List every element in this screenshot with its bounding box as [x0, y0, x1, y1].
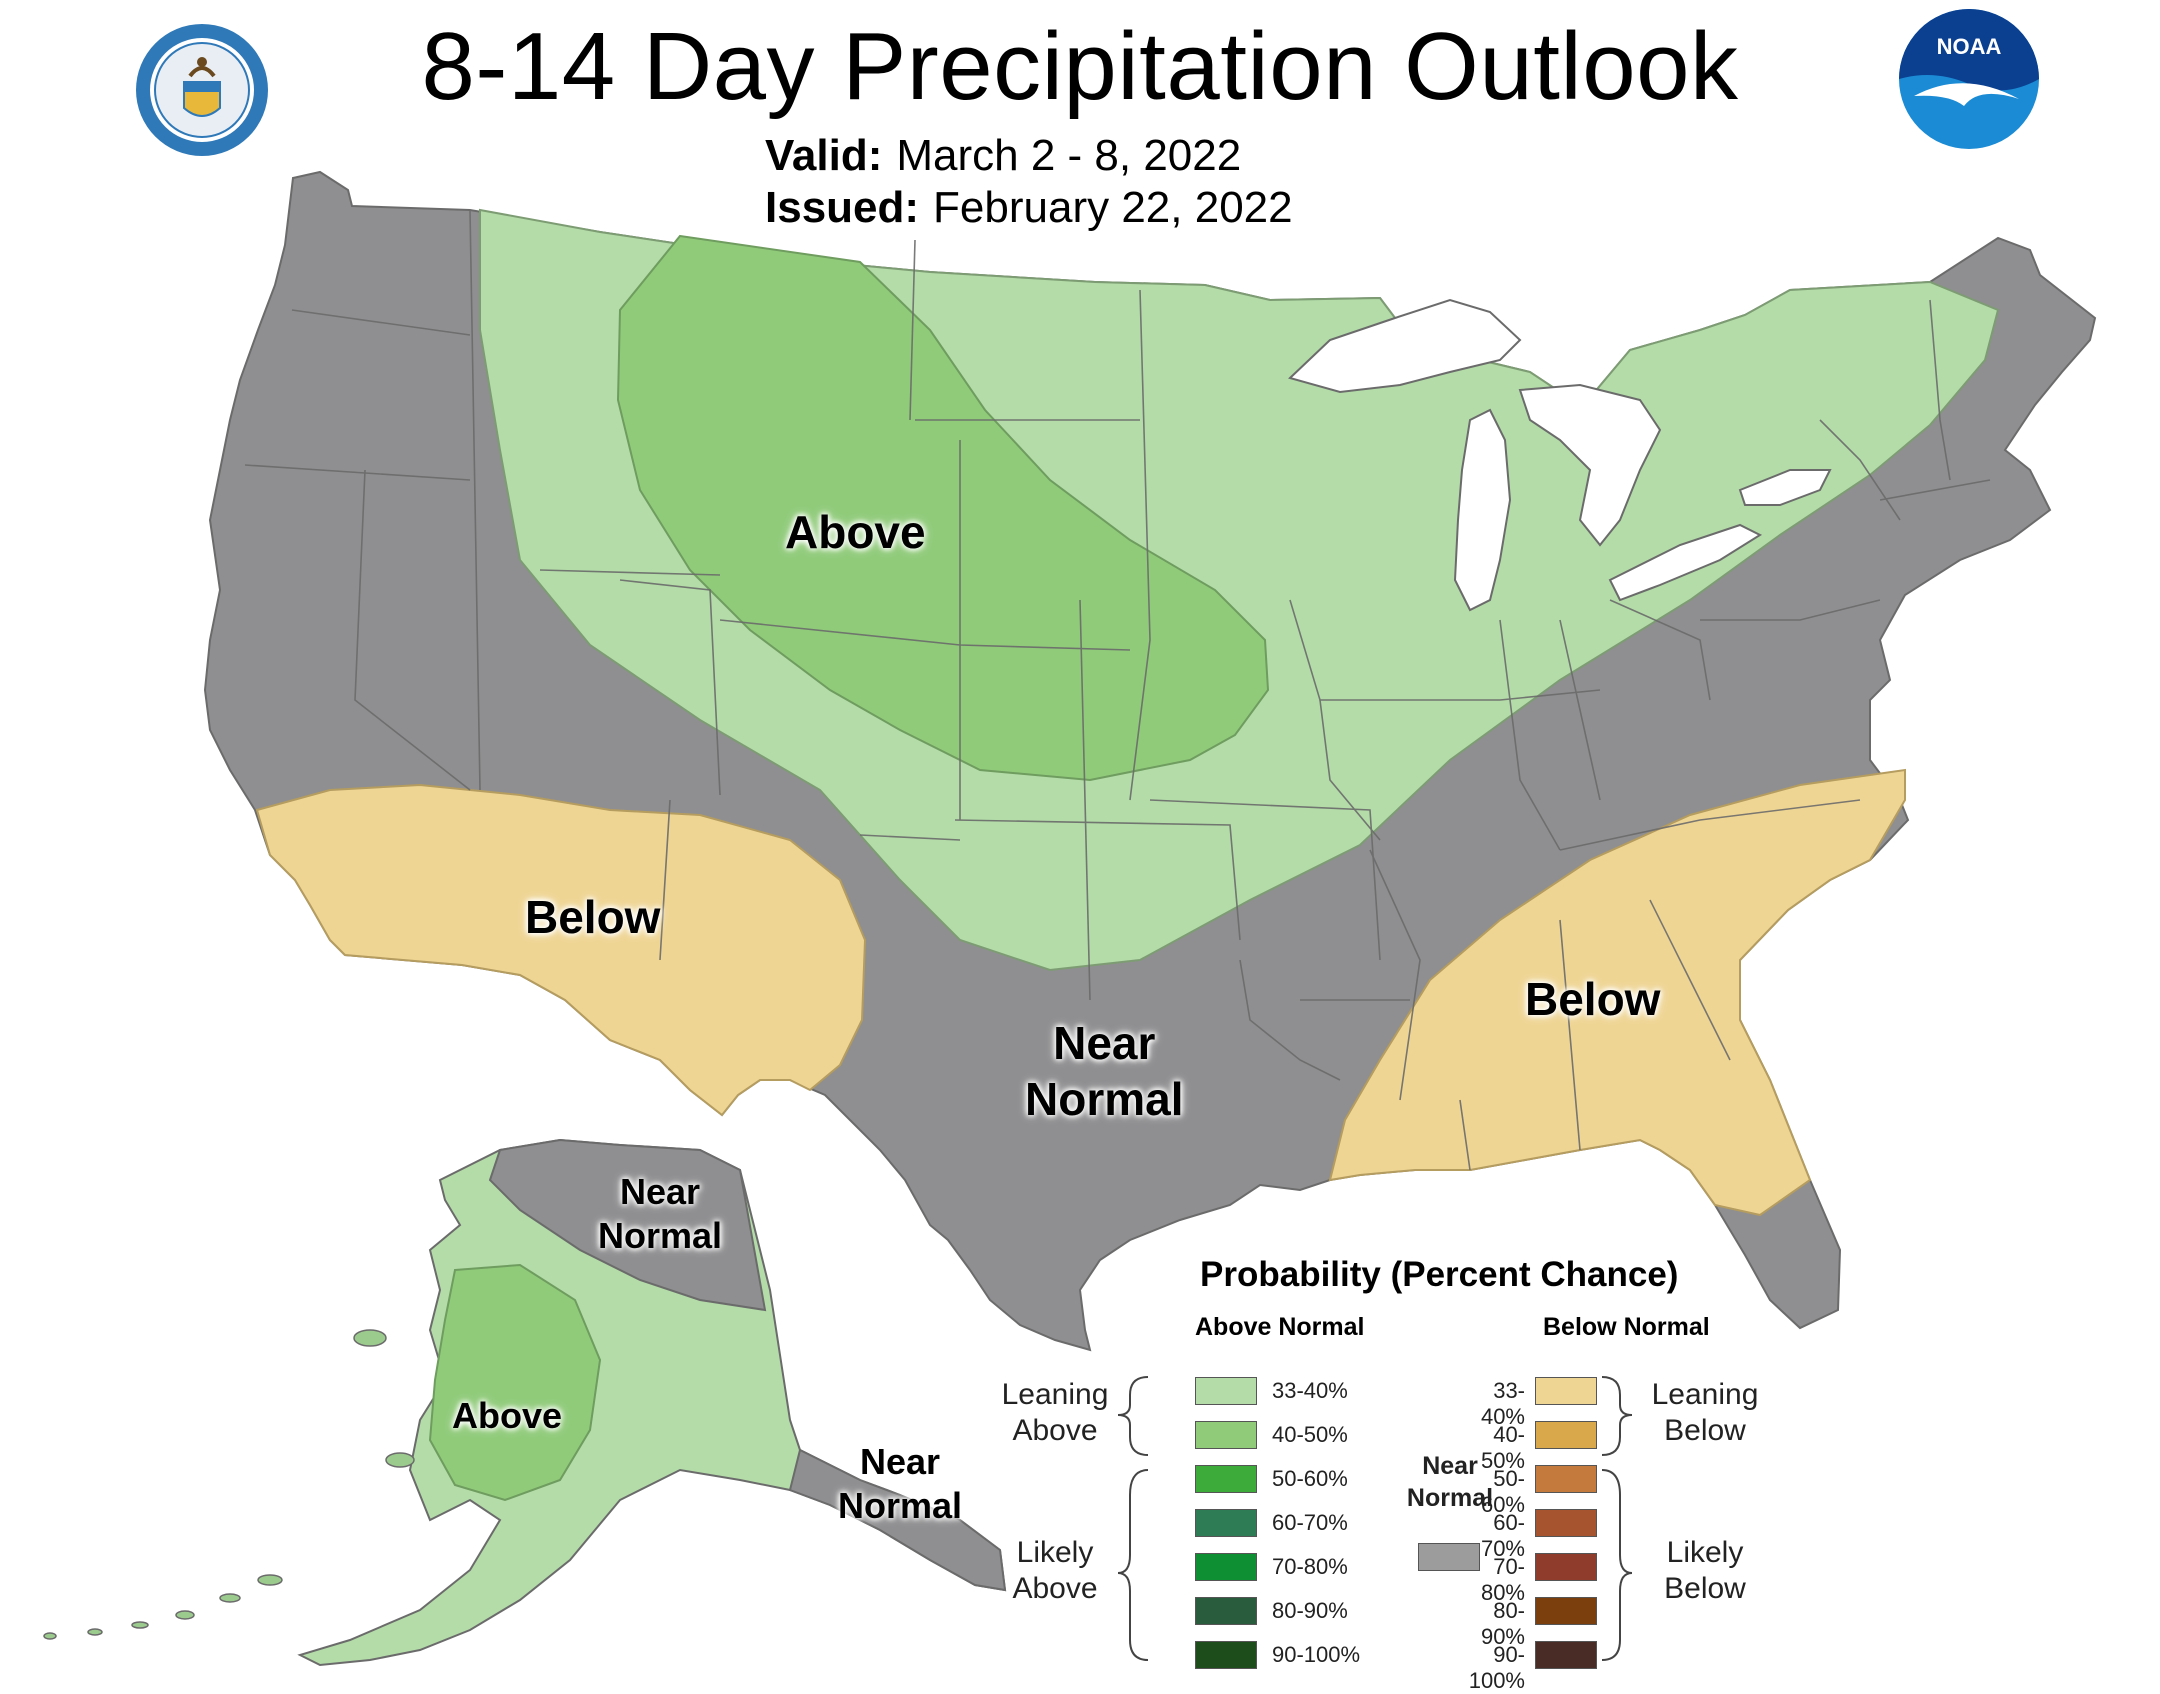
legend-likely-above-line1: Likely [1016, 1536, 1094, 1569]
department-of-commerce-seal-icon [136, 24, 268, 156]
legend-below-label-3: 60-70% [1480, 1510, 1525, 1561]
legend-below-label-4: 70-80% [1480, 1554, 1525, 1605]
legend-near-normal-swatch [1418, 1543, 1480, 1571]
legend-below-swatch-0 [1535, 1377, 1597, 1405]
legend-below-label-5: 80-90% [1480, 1598, 1525, 1649]
alaska-near-normal-north-region [488, 1138, 767, 1312]
lake-ontario [1738, 469, 1832, 506]
noaa-logo-text: NOAA [1937, 34, 2002, 59]
page-title: 8-14 Day Precipitation Outlook [421, 13, 1739, 120]
legend-above-swatch-5 [1195, 1597, 1257, 1625]
map-label-alaska-near-normal-north: Near Normal [598, 1170, 722, 1258]
legend-above-swatch-6 [1195, 1641, 1257, 1669]
legend-above-swatch-4 [1195, 1553, 1257, 1581]
legend-leaning-below-line1: Leaning [1651, 1378, 1759, 1411]
date-block: Valid: March 2 - 8, 2022 Issued: February … [765, 130, 1293, 234]
issued-line: Issued: February 22, 2022 [765, 182, 1293, 234]
map-label-below-southwest: Below [525, 891, 661, 943]
lake-superior [1288, 298, 1522, 394]
legend-leaning-below-line2: Below [1664, 1414, 1746, 1447]
legend-below-swatch-3 [1535, 1509, 1597, 1537]
issued-label: Issued: [765, 183, 920, 232]
map-label-near-normal-south: Near Normal [1025, 1015, 1183, 1127]
legend-below-swatch-1 [1535, 1421, 1597, 1449]
legend-below-heading: Below Normal [1543, 1313, 1710, 1341]
valid-line: Valid: March 2 - 8, 2022 [765, 130, 1293, 182]
issued-value: February 22, 2022 [933, 183, 1293, 232]
alaska-panhandle-near-normal-region [788, 1448, 1007, 1592]
legend-below-label-2: 50-60% [1480, 1466, 1525, 1517]
legend-near-normal-label: Near Normal [1400, 1450, 1500, 1514]
legend-leaning-above-line2: Above [1012, 1414, 1098, 1447]
map-label-alaska-near-normal-panhandle-line1: Near [859, 1441, 941, 1482]
map-label-alaska-above: Above [452, 1395, 563, 1436]
legend-below-swatch-6 [1535, 1641, 1597, 1669]
map-label-above: Above [785, 506, 926, 558]
legend-leaning-above-label: Leaning Above [1000, 1377, 1110, 1449]
legend-near-normal-line2: Normal [1406, 1484, 1494, 1512]
map-label-alaska-near-normal-panhandle: Near Normal [838, 1440, 962, 1528]
noaa-logo-icon: NOAA [1899, 9, 2039, 149]
legend-above-label-3: 60-70% [1272, 1510, 1348, 1535]
legend-below-swatch-5 [1535, 1597, 1597, 1625]
legend-above-swatch-0 [1195, 1377, 1257, 1405]
map-label-alaska-near-normal-north-line1: Near [619, 1171, 701, 1212]
legend-below-swatch-2 [1535, 1465, 1597, 1493]
legend-above-label-2: 50-60% [1272, 1466, 1348, 1491]
below-33-40-southwest-region [255, 783, 867, 1117]
legend-near-normal-line1: Near [1422, 1452, 1478, 1480]
legend-title: Probability (Percent Chance) [1200, 1255, 1679, 1294]
map-label-alaska-near-normal-panhandle-line2: Normal [838, 1485, 963, 1526]
map-label-near-normal-south-line2: Normal [1025, 1073, 1184, 1125]
legend: Probability (Percent Chance) Above Norma… [990, 1255, 1790, 1693]
legend-above-label-0: 33-40% [1272, 1378, 1348, 1403]
legend-likely-above-line2: Above [1012, 1572, 1098, 1605]
legend-above-swatch-2 [1195, 1465, 1257, 1493]
legend-above-swatch-3 [1195, 1509, 1257, 1537]
legend-above-swatch-1 [1195, 1421, 1257, 1449]
legend-likely-above-label: Likely Above [1000, 1535, 1110, 1607]
legend-above-heading: Above Normal [1195, 1313, 1365, 1341]
legend-braces [1117, 1376, 1633, 1661]
lake-huron [1518, 383, 1662, 547]
legend-leaning-below-label: Leaning Below [1640, 1377, 1770, 1449]
legend-above-label-1: 40-50% [1272, 1422, 1348, 1447]
legend-leaning-above-line1: Leaning [1001, 1378, 1109, 1411]
legend-likely-below-line1: Likely [1666, 1536, 1744, 1569]
legend-likely-below-line2: Below [1664, 1572, 1746, 1605]
below-33-40-southeast-region [1328, 768, 1906, 1217]
alaska-above-40-50-region [428, 1263, 602, 1502]
map-label-below-southeast: Below [1525, 973, 1661, 1025]
legend-above-label-5: 80-90% [1272, 1598, 1348, 1623]
state-borders [244, 209, 1991, 1171]
valid-value: March 2 - 8, 2022 [896, 131, 1242, 180]
above-40-50-region [616, 234, 1270, 782]
map-label-near-normal-south-line1: Near [1053, 1017, 1156, 1069]
legend-likely-below-label: Likely Below [1640, 1535, 1770, 1607]
legend-below-label-6: 90-100% [1468, 1642, 1525, 1693]
lake-michigan [1453, 408, 1512, 612]
legend-below-label-1: 40-50% [1480, 1422, 1525, 1473]
legend-above-label-6: 90-100% [1272, 1642, 1361, 1667]
legend-below-swatch-4 [1535, 1553, 1597, 1581]
valid-label: Valid: [765, 131, 883, 180]
legend-below-label-0: 33-40% [1480, 1378, 1525, 1429]
legend-above-label-4: 70-80% [1272, 1554, 1348, 1579]
lake-erie [1608, 523, 1763, 602]
map-label-alaska-near-normal-north-line2: Normal [598, 1215, 723, 1256]
aleutian-islands [43, 1329, 415, 1640]
